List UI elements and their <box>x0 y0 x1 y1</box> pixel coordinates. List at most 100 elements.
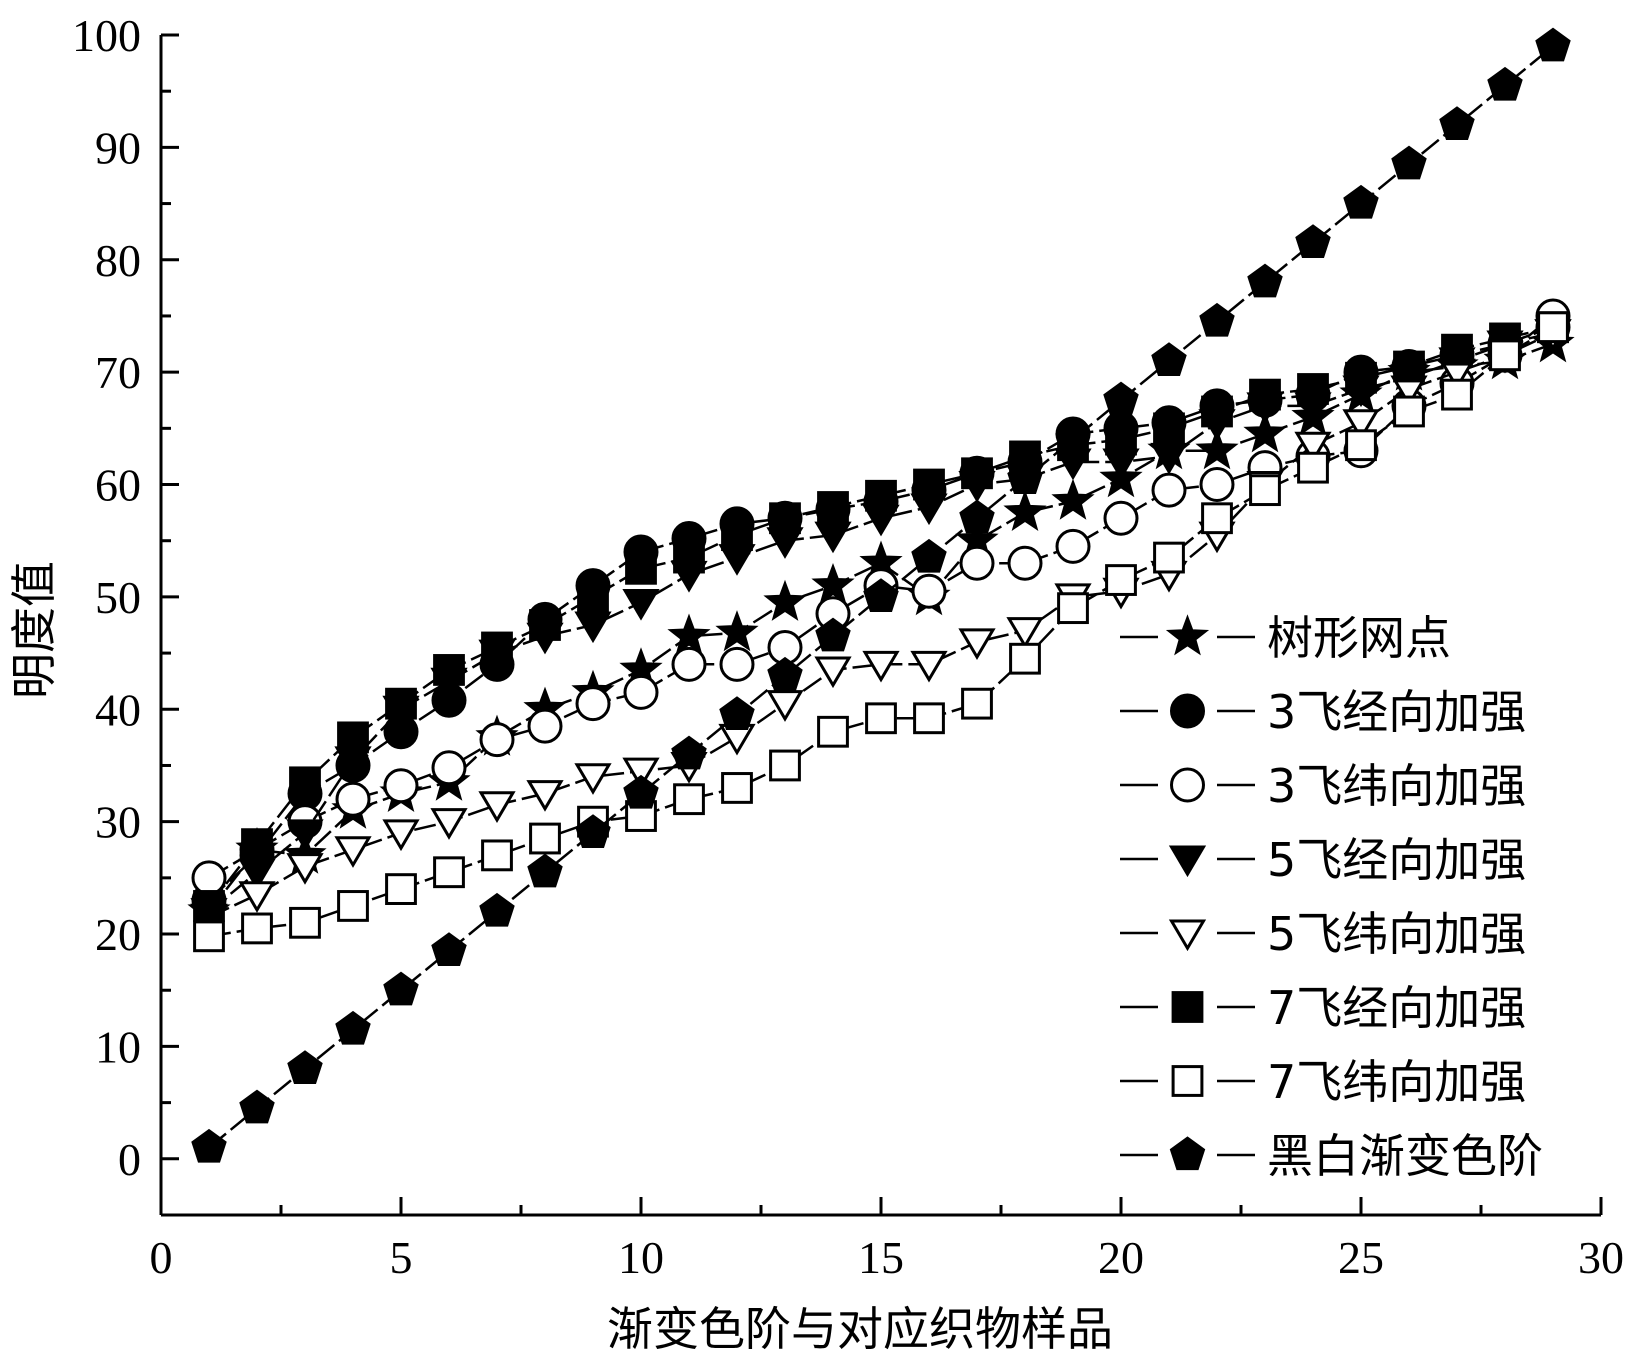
y-tick-label: 90 <box>95 122 141 173</box>
data-point <box>335 781 371 817</box>
series-8 <box>191 27 1571 1163</box>
data-point <box>1249 378 1281 411</box>
legend-marker <box>1168 919 1207 952</box>
data-point <box>911 573 947 609</box>
data-point <box>1105 423 1137 456</box>
data-point <box>574 763 612 795</box>
data-point <box>1105 564 1137 596</box>
legend-entry: 3飞纬向加强 <box>1120 759 1526 813</box>
data-point <box>337 721 369 754</box>
data-point <box>1195 428 1239 470</box>
data-point <box>1153 541 1185 574</box>
data-point <box>1199 302 1235 337</box>
data-point <box>1150 442 1188 475</box>
data-point <box>1441 378 1473 411</box>
y-tick-label: 70 <box>95 347 141 398</box>
legend-entry: 3飞经向加强 <box>1120 685 1526 739</box>
legend-label: 7飞纬向加强 <box>1267 1055 1526 1109</box>
data-point <box>1151 342 1187 376</box>
data-point <box>961 457 993 490</box>
data-point <box>289 906 321 939</box>
data-point <box>623 774 659 809</box>
data-point <box>337 890 369 922</box>
data-point <box>193 920 225 953</box>
legend-label: 5飞纬向加强 <box>1267 907 1526 961</box>
data-point <box>817 715 849 748</box>
data-point <box>961 687 993 720</box>
data-point <box>241 828 273 861</box>
legend-marker <box>1165 614 1210 656</box>
data-point <box>1297 373 1329 405</box>
data-point <box>1295 224 1331 258</box>
data-point <box>479 722 515 758</box>
data-point <box>721 772 753 804</box>
data-point <box>673 783 705 816</box>
data-point <box>289 766 321 799</box>
data-point <box>1057 592 1089 625</box>
data-point <box>481 839 513 872</box>
data-point <box>1345 429 1377 462</box>
legend-entry: 7飞经向加强 <box>1120 981 1526 1035</box>
data-point <box>191 860 227 896</box>
data-point <box>911 538 947 573</box>
data-point <box>671 735 707 770</box>
data-point <box>479 892 515 927</box>
data-point <box>241 912 273 945</box>
legend-marker <box>1169 1136 1206 1171</box>
y-tick-label: 10 <box>95 1021 141 1072</box>
data-point <box>1535 27 1571 62</box>
data-point <box>1153 412 1185 445</box>
data-point <box>622 589 660 621</box>
legend-label: 树形网点 <box>1267 611 1451 665</box>
data-point <box>526 780 564 812</box>
data-point <box>1537 311 1569 344</box>
data-point <box>431 750 467 786</box>
series-7 <box>193 311 1569 953</box>
data-point <box>622 757 660 790</box>
data-point <box>1439 106 1475 140</box>
legend-entry: 黑白渐变色阶 <box>1120 1129 1543 1183</box>
x-axis-title: 渐变色阶与对应织物样品 <box>607 1302 1113 1356</box>
data-point <box>671 646 707 682</box>
data-point <box>1247 263 1283 298</box>
y-axis-title: 明度值 <box>7 561 61 699</box>
data-point <box>865 702 897 735</box>
data-point <box>766 690 804 722</box>
y-tick-label: 30 <box>95 797 141 848</box>
legend-label: 黑白渐变色阶 <box>1267 1129 1543 1183</box>
legend-marker <box>1168 845 1207 878</box>
data-point <box>623 674 659 710</box>
data-point <box>1345 361 1377 394</box>
data-point <box>913 468 945 501</box>
data-point <box>865 479 897 512</box>
y-tick-label: 80 <box>95 235 141 286</box>
data-point <box>287 1050 323 1084</box>
x-tick-label: 30 <box>1578 1232 1624 1283</box>
x-tick-label: 10 <box>618 1232 664 1283</box>
y-tick-label: 100 <box>72 10 141 61</box>
x-tick-label: 25 <box>1338 1232 1384 1283</box>
data-point <box>1201 502 1233 535</box>
data-point <box>625 552 657 585</box>
data-point <box>1055 420 1091 455</box>
data-point <box>1055 528 1091 564</box>
data-point <box>1199 467 1235 503</box>
data-point <box>1201 395 1233 428</box>
data-point <box>382 819 420 852</box>
legend-label: 3飞纬向加强 <box>1267 759 1526 813</box>
legend-entry: 5飞经向加强 <box>1120 833 1526 887</box>
x-tick-label: 5 <box>390 1232 413 1283</box>
legend-marker <box>1171 991 1204 1023</box>
data-point <box>958 628 996 661</box>
data-point <box>575 686 611 722</box>
data-point <box>238 881 276 913</box>
series-line <box>208 325 1554 907</box>
data-point <box>433 856 465 889</box>
data-point <box>769 749 801 782</box>
legend-label: 7飞经向加强 <box>1267 981 1526 1035</box>
legend: 树形网点 3飞经向加强 3飞纬向加强 5飞经向加强 5飞纬向加强 7飞经向加强 7飞纬向加强… <box>1120 611 1543 1183</box>
series-6 <box>193 311 1569 922</box>
data-point <box>286 853 324 885</box>
y-tick-label: 60 <box>95 460 141 511</box>
